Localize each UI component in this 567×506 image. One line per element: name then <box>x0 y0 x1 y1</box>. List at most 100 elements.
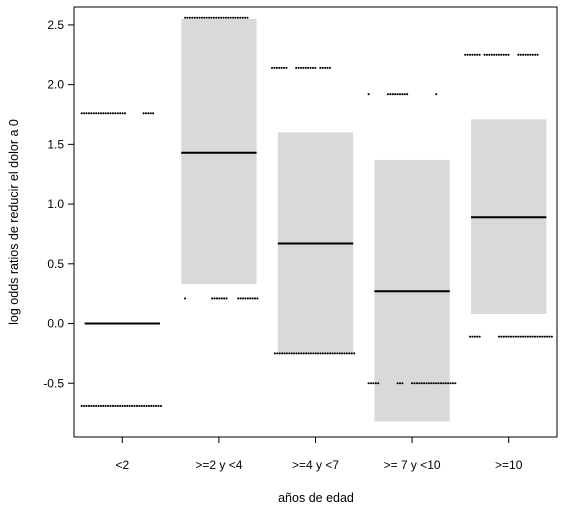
x-tick-label-3: >=4 y <7 <box>292 458 339 472</box>
data-point-3-1-1-1 <box>273 66 276 69</box>
data-point-2-1-1-21 <box>234 16 237 19</box>
data-point-1-2-1-25 <box>140 404 143 407</box>
data-point-1-2-1-33 <box>159 404 162 407</box>
data-point-3-1-3-2 <box>324 66 327 69</box>
data-point-5-2-1-3 <box>476 335 479 338</box>
data-point-5-1-2-5 <box>495 53 498 56</box>
data-point-5-2-2-3 <box>505 335 508 338</box>
data-point-3-2-1-9 <box>295 352 298 355</box>
data-point-1-1-1-18 <box>123 112 126 115</box>
data-point-4-2-3-17 <box>451 382 454 385</box>
data-point-1-2-1-2 <box>85 404 88 407</box>
data-point-5-2-2-8 <box>517 335 520 338</box>
data-point-5-2-2-16 <box>536 335 539 338</box>
x-axis: <2 >=2 y <4 >=4 y <7 >= 7 y <10 >=10 <box>115 437 523 472</box>
data-point-5-1-1-3 <box>471 53 474 56</box>
data-point-1-2-1-18 <box>123 404 126 407</box>
data-point-4-1-2-2 <box>391 93 394 96</box>
data-point-4-1-3-0 <box>435 93 438 96</box>
data-point-4-1-1-0 <box>367 93 370 96</box>
data-point-1-1-1-17 <box>121 112 124 115</box>
data-point-5-1-2-8 <box>502 53 505 56</box>
data-point-2-1-1-7 <box>200 16 203 19</box>
data-point-5-1-3-3 <box>524 53 527 56</box>
data-point-3-2-1-1 <box>276 352 279 355</box>
data-point-3-2-1-26 <box>336 352 339 355</box>
data-point-1-2-1-14 <box>114 404 117 407</box>
data-point-4-1-2-1 <box>389 93 392 96</box>
data-point-1-2-1-24 <box>138 404 141 407</box>
data-point-4-2-3-8 <box>430 382 433 385</box>
data-point-1-1-2-1 <box>144 112 148 115</box>
data-point-3-2-1-5 <box>285 352 288 355</box>
data-point-4-2-3-13 <box>442 382 445 385</box>
data-point-2-2-3-3 <box>244 297 247 300</box>
data-point-3-2-1-13 <box>305 352 308 355</box>
data-point-1-1-2-2 <box>147 112 150 115</box>
data-point-3-2-1-29 <box>343 352 346 355</box>
data-point-3-2-1-6 <box>288 352 291 355</box>
data-point-5-1-1-1 <box>466 53 469 56</box>
data-point-1-1-1-8 <box>99 112 102 115</box>
data-point-1-2-1-17 <box>121 404 124 407</box>
data-point-2-1-1-3 <box>191 16 194 19</box>
data-point-5-1-3-6 <box>531 53 534 56</box>
data-point-1-1-1-15 <box>116 112 119 115</box>
data-point-4-1-2-5 <box>398 93 402 96</box>
data-point-3-2-1-27 <box>338 352 341 355</box>
data-point-2-1-1-0 <box>184 16 187 19</box>
data-point-5-2-2-2 <box>502 335 505 338</box>
data-point-5-2-2-13 <box>529 335 532 338</box>
x-tick-label-4: >= 7 y <10 <box>384 458 441 472</box>
data-point-4-2-3-0 <box>411 382 414 385</box>
data-point-4-2-3-12 <box>439 382 442 385</box>
x-tick-label-1: <2 <box>115 458 129 472</box>
data-point-4-2-2-0 <box>396 382 399 385</box>
data-point-4-2-3-5 <box>423 382 426 385</box>
data-point-1-1-1-10 <box>104 112 107 115</box>
data-point-2-1-1-26 <box>246 16 249 19</box>
data-point-5-2-2-4 <box>507 335 510 338</box>
data-point-1-1-1-1 <box>83 112 86 115</box>
data-point-1-2-1-1 <box>83 404 86 407</box>
data-point-5-1-2-1 <box>485 53 489 56</box>
data-point-3-2-1-11 <box>300 352 303 355</box>
data-point-3-2-1-21 <box>324 352 327 355</box>
data-point-1-1-2-4 <box>152 112 155 115</box>
data-point-1-2-1-7 <box>97 404 100 407</box>
data-point-3-2-1-25 <box>333 352 336 355</box>
data-point-1-2-1-20 <box>128 404 131 407</box>
data-point-3-2-1-32 <box>350 352 353 355</box>
data-point-2-1-1-18 <box>227 16 230 19</box>
data-point-2-1-1-14 <box>217 16 220 19</box>
data-point-3-2-1-24 <box>331 352 334 355</box>
data-point-3-2-1-0 <box>273 352 276 355</box>
data-point-1-2-1-9 <box>102 404 105 407</box>
data-point-5-1-3-5 <box>529 53 532 56</box>
data-point-3-2-1-23 <box>329 352 332 355</box>
data-point-5-1-2-0 <box>483 53 486 56</box>
data-point-1-2-1-22 <box>133 404 136 407</box>
data-point-3-1-2-0 <box>295 66 298 69</box>
data-point-5-2-1-1 <box>471 335 474 338</box>
data-point-4-2-3-16 <box>449 382 452 385</box>
data-point-4-2-3-2 <box>415 382 418 385</box>
data-point-2-2-2-3 <box>218 297 221 300</box>
data-point-1-1-1-12 <box>109 112 112 115</box>
data-point-2-2-3-6 <box>251 297 254 300</box>
data-point-4-2-2-1 <box>398 382 402 385</box>
data-point-1-1-1-5 <box>92 112 95 115</box>
data-point-1-1-1-2 <box>85 112 88 115</box>
data-point-1-2-1-5 <box>92 404 95 407</box>
data-point-2-1-1-11 <box>210 16 213 19</box>
data-point-1-2-1-29 <box>150 404 153 407</box>
data-point-5-1-2-10 <box>507 53 510 56</box>
data-point-1-2-1-19 <box>126 404 129 407</box>
data-point-4-2-3-11 <box>437 382 440 385</box>
data-point-1-2-1-13 <box>111 404 114 407</box>
data-point-1-1-1-14 <box>114 112 117 115</box>
data-point-5-1-3-7 <box>534 53 537 56</box>
y-tick-label-6: 2.0 <box>47 78 64 92</box>
data-point-2-1-1-20 <box>232 16 235 19</box>
